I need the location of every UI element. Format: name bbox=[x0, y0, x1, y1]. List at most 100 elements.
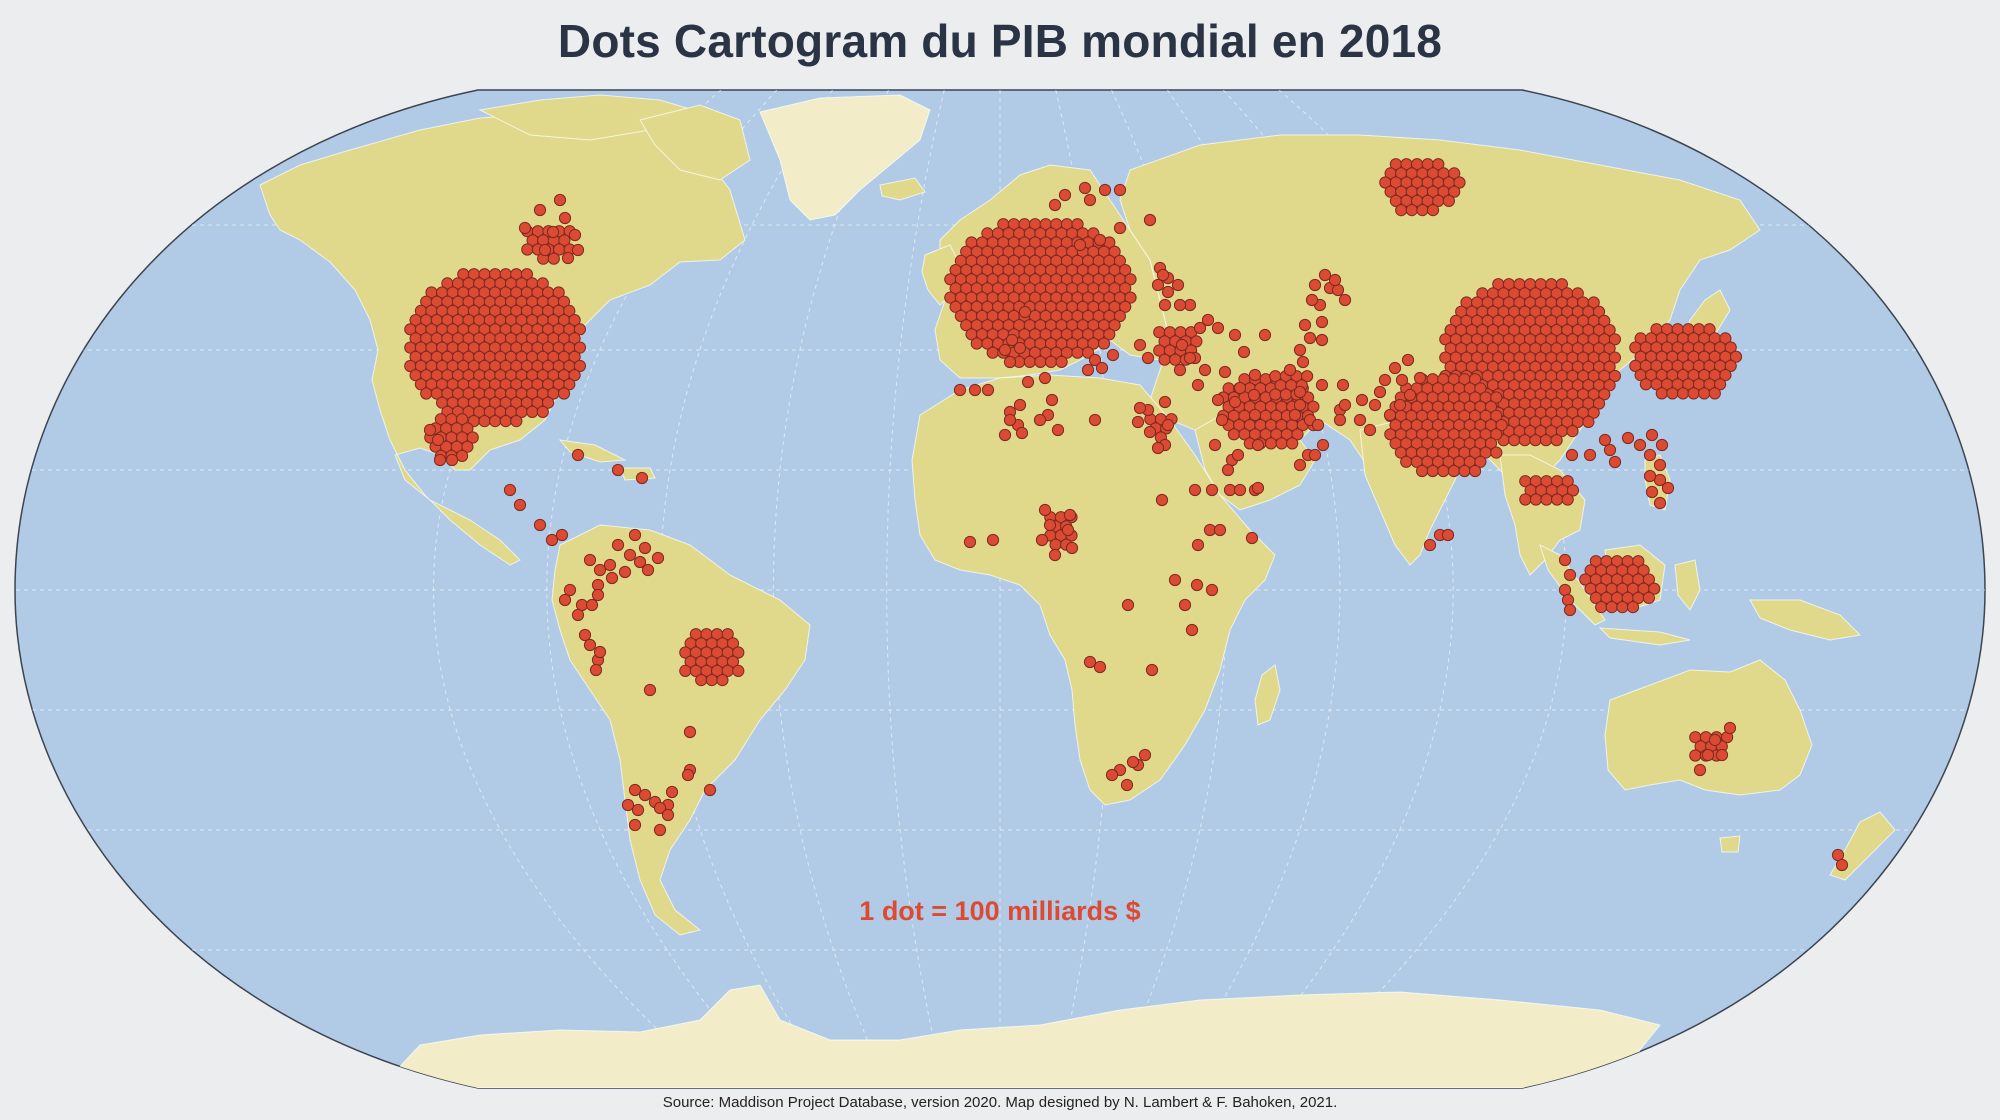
land-south-america bbox=[551, 524, 811, 936]
gdp-dot bbox=[1315, 378, 1329, 392]
gdp-dot bbox=[653, 801, 667, 815]
gdp-dot bbox=[1201, 313, 1215, 327]
gdp-dot bbox=[1563, 568, 1577, 582]
gdp-dot bbox=[1551, 493, 1564, 506]
gdp-dot bbox=[1603, 324, 1616, 337]
gdp-dot bbox=[1469, 464, 1482, 478]
gdp-dot bbox=[1719, 332, 1732, 345]
gdp-dot bbox=[591, 588, 605, 602]
gdp-dot bbox=[1021, 375, 1035, 389]
gdp-dot bbox=[547, 252, 560, 265]
gdp-dot bbox=[641, 563, 655, 577]
land-new-guinea bbox=[1749, 599, 1862, 641]
land-madagascar bbox=[1254, 664, 1281, 726]
gdp-dot bbox=[1033, 413, 1047, 427]
gdp-dot bbox=[1063, 508, 1077, 522]
gdp-dot bbox=[1018, 305, 1032, 319]
gdp-dot bbox=[1247, 388, 1261, 402]
gdp-dot bbox=[1561, 593, 1575, 607]
land-greenland bbox=[759, 94, 931, 221]
gdp-dot bbox=[1353, 413, 1367, 427]
gdp-dot bbox=[1561, 493, 1574, 506]
gdp-dot bbox=[1315, 315, 1329, 329]
gdp-dot bbox=[563, 378, 576, 391]
gdp-dot bbox=[573, 359, 587, 373]
gdp-dot bbox=[1303, 331, 1317, 345]
gdp-dot bbox=[1105, 768, 1119, 782]
gdp-dot bbox=[1608, 333, 1622, 346]
gdp-dot bbox=[1120, 778, 1134, 792]
gdp-dot bbox=[536, 277, 549, 290]
gdp-dot bbox=[1211, 393, 1225, 407]
gdp-dot bbox=[1416, 204, 1429, 217]
gdp-dot bbox=[1724, 359, 1737, 372]
gdp-dot bbox=[1592, 397, 1606, 410]
gdp-dot bbox=[716, 674, 729, 687]
gdp-dot bbox=[1708, 387, 1721, 400]
dots-layer bbox=[404, 158, 1849, 872]
gdp-dot bbox=[1211, 321, 1225, 335]
gdp-dot bbox=[1633, 438, 1647, 452]
gdp-dot bbox=[1113, 221, 1127, 235]
gdp-dot bbox=[1251, 481, 1265, 495]
gdp-dot bbox=[1448, 167, 1461, 180]
gdp-dot bbox=[1208, 438, 1222, 452]
gdp-dot bbox=[1213, 523, 1227, 537]
gdp-dot bbox=[1293, 385, 1307, 399]
gdp-dot bbox=[499, 415, 512, 428]
gdp-dot bbox=[1288, 408, 1302, 422]
gdp-dot bbox=[1119, 264, 1132, 277]
gdp-dot bbox=[1003, 413, 1017, 427]
gdp-dot bbox=[1642, 573, 1656, 586]
gdp-dot bbox=[1561, 475, 1574, 488]
gdp-dot bbox=[1490, 391, 1503, 404]
land-tasmania bbox=[1719, 835, 1741, 853]
gdp-dot bbox=[1293, 398, 1307, 412]
gdp-dot bbox=[998, 428, 1012, 442]
gdp-dot bbox=[1124, 291, 1137, 304]
gdp-dot bbox=[520, 268, 534, 281]
gdp-dot bbox=[695, 674, 708, 687]
gdp-dot bbox=[1701, 748, 1715, 762]
gdp-dot bbox=[1566, 425, 1579, 438]
gdp-dot bbox=[1318, 268, 1332, 282]
gdp-dot bbox=[1113, 309, 1127, 323]
gdp-dot bbox=[510, 415, 523, 428]
gdp-dot bbox=[568, 350, 581, 363]
gdp-dot bbox=[420, 387, 433, 400]
gdp-dot bbox=[456, 449, 469, 462]
gdp-dot bbox=[1035, 533, 1049, 547]
gdp-dot bbox=[1245, 531, 1259, 545]
gdp-dot bbox=[1608, 455, 1622, 469]
gdp-dot bbox=[968, 383, 982, 397]
gdp-dot bbox=[1714, 378, 1727, 391]
gdp-dot bbox=[1106, 348, 1120, 362]
gdp-dot bbox=[1275, 437, 1288, 450]
gdp-dot bbox=[1228, 395, 1242, 409]
gdp-dot bbox=[1315, 333, 1329, 347]
gdp-dot bbox=[1308, 448, 1322, 462]
gdp-dot bbox=[1048, 548, 1062, 562]
gdp-dot bbox=[583, 553, 597, 567]
gdp-dot bbox=[1423, 538, 1437, 552]
gdp-dot bbox=[1448, 185, 1461, 198]
gdp-dot bbox=[953, 383, 967, 397]
gdp-dot bbox=[1293, 458, 1307, 472]
gdp-dot bbox=[568, 332, 581, 345]
gdp-dot bbox=[1608, 369, 1622, 383]
gdp-dot bbox=[1519, 493, 1532, 506]
land-africa bbox=[911, 374, 1276, 806]
gdp-dot bbox=[1689, 749, 1702, 762]
gdp-dot bbox=[545, 533, 559, 547]
gdp-dot bbox=[1645, 428, 1659, 442]
gdp-dot bbox=[1178, 598, 1192, 612]
gdp-dot bbox=[1316, 438, 1330, 452]
gdp-dot bbox=[1065, 541, 1079, 555]
gdp-dot bbox=[1138, 748, 1152, 762]
gdp-dot bbox=[568, 369, 581, 382]
gdp-dot bbox=[1648, 582, 1661, 595]
gdp-dot bbox=[1155, 493, 1169, 507]
gdp-dot bbox=[1474, 382, 1487, 395]
gdp-dot bbox=[1632, 555, 1645, 568]
